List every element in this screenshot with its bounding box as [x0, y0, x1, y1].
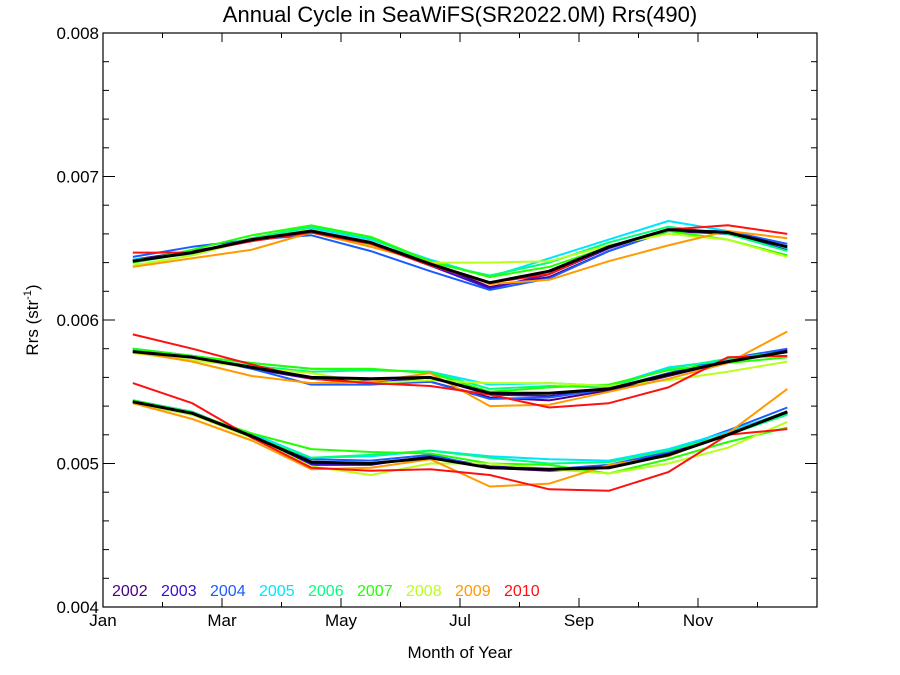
- x-axis: Jan Mar May Jul Sep Nov: [89, 33, 758, 630]
- series-line-2005-group-3: [132, 400, 788, 462]
- legend-item-2007: 2007: [357, 583, 393, 600]
- x-tick-label-Sep: Sep: [564, 611, 594, 630]
- legend-item-2004: 2004: [210, 583, 246, 600]
- legend: 2002 2003 2004 2005 2006 2007 2008 2009 2010: [112, 583, 540, 600]
- y-tick-label-0.008: 0.008: [56, 24, 99, 43]
- x-tick-label-May: May: [325, 611, 358, 630]
- legend-item-2005: 2005: [259, 583, 295, 600]
- y-axis-label-close: ): [23, 284, 42, 290]
- y-tick-label-0.004: 0.004: [56, 598, 99, 617]
- y-axis: 0.004 0.005 0.006 0.007 0.008: [56, 24, 817, 617]
- series-layer: [132, 220, 788, 492]
- mean-line-group-1: [132, 228, 788, 285]
- series-line-2008-group-1: [132, 228, 788, 267]
- y-tick-label-0.006: 0.006: [56, 311, 99, 330]
- mean-line-group-3: [132, 400, 788, 471]
- y-axis-label: Rrs (str-1): [22, 284, 42, 355]
- x-axis-label: Month of Year: [408, 643, 513, 662]
- legend-item-2003: 2003: [161, 583, 197, 600]
- x-tick-label-Mar: Mar: [207, 611, 237, 630]
- series-line-2002-group-2: [132, 349, 788, 402]
- series-line-2010-group-3: [132, 382, 788, 492]
- legend-item-2010: 2010: [504, 583, 540, 600]
- plot-frame: [102, 32, 818, 608]
- x-tick-label-Nov: Nov: [683, 611, 714, 630]
- mean-line-group-2: [132, 350, 788, 395]
- y-tick-label-0.007: 0.007: [56, 168, 99, 187]
- y-tick-label-0.005: 0.005: [56, 455, 99, 474]
- chart-title: Annual Cycle in SeaWiFS(SR2022.0M) Rrs(4…: [223, 2, 697, 27]
- y-axis-label-main: Rrs (str: [23, 300, 42, 356]
- legend-item-2002: 2002: [112, 583, 148, 600]
- legend-item-2008: 2008: [406, 583, 442, 600]
- x-tick-label-Jan: Jan: [89, 611, 116, 630]
- y-axis-label-sup: -1: [22, 290, 34, 300]
- x-tick-label-Jul: Jul: [449, 611, 471, 630]
- legend-item-2009: 2009: [455, 583, 491, 600]
- series-line-2007-group-3: [132, 399, 788, 475]
- series-line-2010-group-2: [132, 333, 788, 409]
- legend-item-2006: 2006: [308, 583, 344, 600]
- series-line-2007-group-1: [132, 224, 788, 278]
